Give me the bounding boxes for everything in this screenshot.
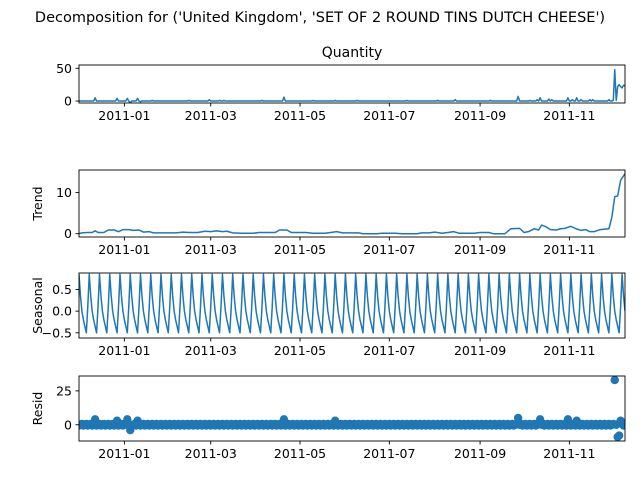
resid-point — [614, 431, 624, 440]
y-tick-label: 0 — [64, 94, 72, 109]
panel-resid: 0 25 2011-01 2011-03 2011-05 2011-07 2011-09 20… — [30, 375, 626, 461]
x-tick-label: 2011-11 — [543, 446, 595, 461]
y-tick-label: 0 — [64, 226, 72, 241]
x-tick-label: 2011-07 — [363, 343, 415, 358]
panel-trend: 0 10 2011-01 2011-03 2011-05 2011-07 2011-09 20… — [30, 169, 626, 257]
x-tick-label: 2011-03 — [185, 242, 237, 257]
panel-resid-ylabel: Resid — [30, 392, 45, 426]
y-tick-label: 0.5 — [52, 282, 72, 297]
y-tick-label: 0.0 — [52, 304, 72, 319]
chart-panels: Quantity 0 50 2011-01 2011-03 2011-05 2011-07 2… — [30, 45, 626, 461]
panel-trend-plot — [79, 173, 625, 235]
x-tick-label: 2011-07 — [363, 446, 415, 461]
panel-resid-frame — [78, 375, 626, 442]
panel-trend-ylabel: Trend — [30, 186, 45, 221]
x-tick-label: 2011-07 — [363, 242, 415, 257]
y-tick-label: −0.5 — [42, 325, 72, 340]
panel-observed: Quantity 0 50 2011-01 2011-03 2011-05 2011-07 2… — [56, 45, 626, 123]
y-tick-label: 25 — [56, 383, 72, 398]
resid-point — [610, 376, 619, 385]
panel-observed-title: Quantity — [322, 45, 383, 61]
y-tick-label: 10 — [56, 185, 72, 200]
panel-resid-plot — [79, 376, 625, 441]
y-tick-label: 50 — [56, 61, 72, 76]
x-tick-label: 2011-09 — [454, 343, 506, 358]
panel-observed-plot — [79, 68, 625, 103]
x-tick-label: 2011-05 — [274, 446, 326, 461]
x-tick-label: 2011-03 — [185, 108, 237, 123]
panel-seasonal-frame — [78, 272, 626, 339]
x-tick-label: 2011-05 — [274, 242, 326, 257]
x-tick-label: 2011-01 — [98, 108, 150, 123]
x-tick-label: 2011-09 — [454, 446, 506, 461]
x-tick-label: 2011-01 — [98, 242, 150, 257]
x-tick-label: 2011-09 — [454, 108, 506, 123]
resid-point — [620, 420, 625, 429]
panel-seasonal-plot — [79, 273, 625, 334]
panel-observed-frame — [78, 64, 626, 104]
x-tick-label: 2011-09 — [454, 242, 506, 257]
x-tick-label: 2011-03 — [185, 446, 237, 461]
x-tick-label: 2011-07 — [363, 108, 415, 123]
panel-seasonal-ylabel: Seasonal — [30, 277, 45, 334]
x-tick-label: 2011-11 — [543, 343, 595, 358]
x-tick-label: 2011-05 — [274, 343, 326, 358]
trend-series-line — [79, 173, 625, 235]
figure-title: Decomposition for ('United Kingdom', 'SE… — [35, 10, 605, 26]
panel-seasonal: 0.5 0.0 −0.5 2011-01 2011-03 2011-05 2011-07 20… — [30, 272, 626, 358]
x-tick-label: 2011-05 — [274, 108, 326, 123]
x-tick-label: 2011-01 — [98, 343, 150, 358]
y-tick-label: 0 — [64, 417, 72, 432]
x-tick-label: 2011-03 — [185, 343, 237, 358]
seasonal-series-line — [79, 273, 625, 334]
x-tick-label: 2011-01 — [98, 446, 150, 461]
panel-trend-frame — [78, 169, 626, 238]
observed-series-line — [79, 68, 625, 103]
x-tick-label: 2011-11 — [543, 242, 595, 257]
x-tick-label: 2011-11 — [543, 108, 595, 123]
